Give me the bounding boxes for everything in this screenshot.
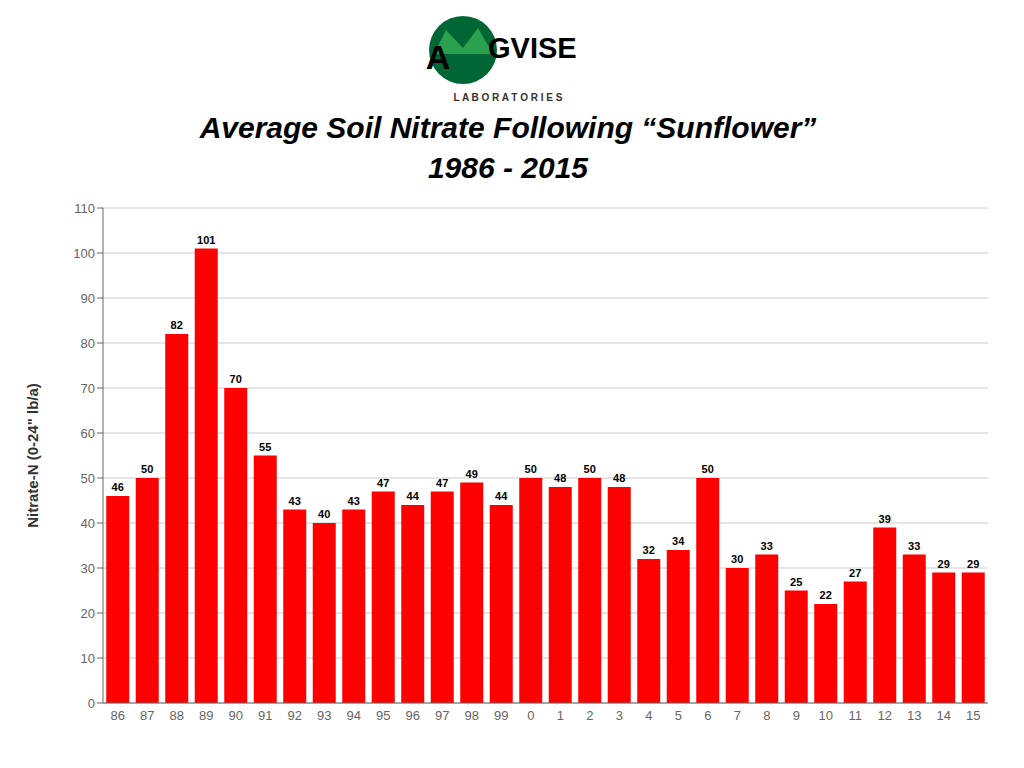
svg-text:50: 50: [702, 463, 714, 475]
svg-text:95: 95: [376, 708, 390, 723]
svg-text:6: 6: [704, 708, 711, 723]
svg-text:82: 82: [171, 319, 183, 331]
svg-text:0: 0: [527, 708, 534, 723]
svg-text:96: 96: [406, 708, 420, 723]
html-text:1986 - 2015: 1986 - 2015: [427, 151, 589, 184]
svg-text:2: 2: [586, 708, 593, 723]
svg-text:13: 13: [907, 708, 921, 723]
svg-text:60: 60: [81, 426, 95, 441]
svg-text:110: 110: [74, 201, 95, 216]
svg-text:34: 34: [672, 535, 685, 547]
svg-text:33: 33: [761, 540, 773, 552]
svg-text:40: 40: [81, 516, 95, 531]
svg-text:29: 29: [967, 558, 979, 570]
svg-text:50: 50: [525, 463, 537, 475]
svg-text:43: 43: [348, 495, 360, 507]
svg-text:25: 25: [790, 576, 802, 588]
svg-text:29: 29: [938, 558, 950, 570]
svg-text:8: 8: [763, 708, 770, 723]
svg-text:89: 89: [199, 708, 213, 723]
svg-text:97: 97: [435, 708, 449, 723]
svg-text:47: 47: [436, 477, 448, 489]
svg-text:A: A: [426, 38, 451, 76]
svg-text:94: 94: [347, 708, 361, 723]
svg-text:22: 22: [820, 589, 832, 601]
svg-text:91: 91: [258, 708, 272, 723]
svg-text:9: 9: [793, 708, 800, 723]
svg-text:14: 14: [937, 708, 951, 723]
svg-text:33: 33: [908, 540, 920, 552]
svg-text:99: 99: [494, 708, 508, 723]
svg-text:93: 93: [317, 708, 331, 723]
svg-text:47: 47: [377, 477, 389, 489]
svg-text:0: 0: [88, 696, 95, 711]
svg-text:48: 48: [554, 472, 566, 484]
svg-text:39: 39: [879, 513, 891, 525]
svg-text:43: 43: [289, 495, 301, 507]
svg-text:98: 98: [465, 708, 479, 723]
svg-text:92: 92: [288, 708, 302, 723]
svg-text:80: 80: [81, 336, 95, 351]
svg-text:5: 5: [675, 708, 682, 723]
svg-text:10: 10: [81, 651, 95, 666]
svg-text:4: 4: [645, 708, 652, 723]
svg-text:90: 90: [81, 291, 95, 306]
svg-text:49: 49: [466, 468, 478, 480]
svg-text:40: 40: [318, 508, 330, 520]
svg-text:90: 90: [229, 708, 243, 723]
svg-text:Nitrate-N (0-24" lb/a): Nitrate-N (0-24" lb/a): [24, 383, 41, 528]
svg-text:44: 44: [407, 490, 420, 502]
svg-text:12: 12: [878, 708, 892, 723]
svg-text:70: 70: [230, 373, 242, 385]
svg-text:10: 10: [819, 708, 833, 723]
svg-text:3: 3: [616, 708, 623, 723]
svg-text:50: 50: [141, 463, 153, 475]
svg-text:48: 48: [613, 472, 625, 484]
svg-text:88: 88: [170, 708, 184, 723]
svg-text:46: 46: [112, 481, 124, 493]
svg-text:87: 87: [140, 708, 154, 723]
svg-text:100: 100: [73, 246, 95, 261]
svg-text:86: 86: [111, 708, 125, 723]
svg-text:50: 50: [81, 471, 95, 486]
svg-text:55: 55: [259, 441, 271, 453]
svg-text:70: 70: [81, 381, 95, 396]
svg-text:L A B O R A T O R I E S: L A B O R A T O R I E S: [454, 92, 563, 103]
svg-text:1: 1: [557, 708, 564, 723]
svg-text:20: 20: [81, 606, 95, 621]
svg-text:101: 101: [197, 234, 215, 246]
svg-text:30: 30: [81, 561, 95, 576]
svg-text:15: 15: [966, 708, 980, 723]
html-text:Average Soil Nitrate Following: Average Soil Nitrate Following “Sunflowe…: [199, 111, 817, 144]
svg-text:27: 27: [849, 567, 861, 579]
svg-text:11: 11: [849, 708, 863, 723]
svg-text:7: 7: [734, 708, 741, 723]
svg-text:32: 32: [643, 544, 655, 556]
svg-text:50: 50: [584, 463, 596, 475]
svg-text:30: 30: [731, 553, 743, 565]
svg-text:GVISE: GVISE: [488, 32, 577, 64]
svg-text:44: 44: [495, 490, 508, 502]
